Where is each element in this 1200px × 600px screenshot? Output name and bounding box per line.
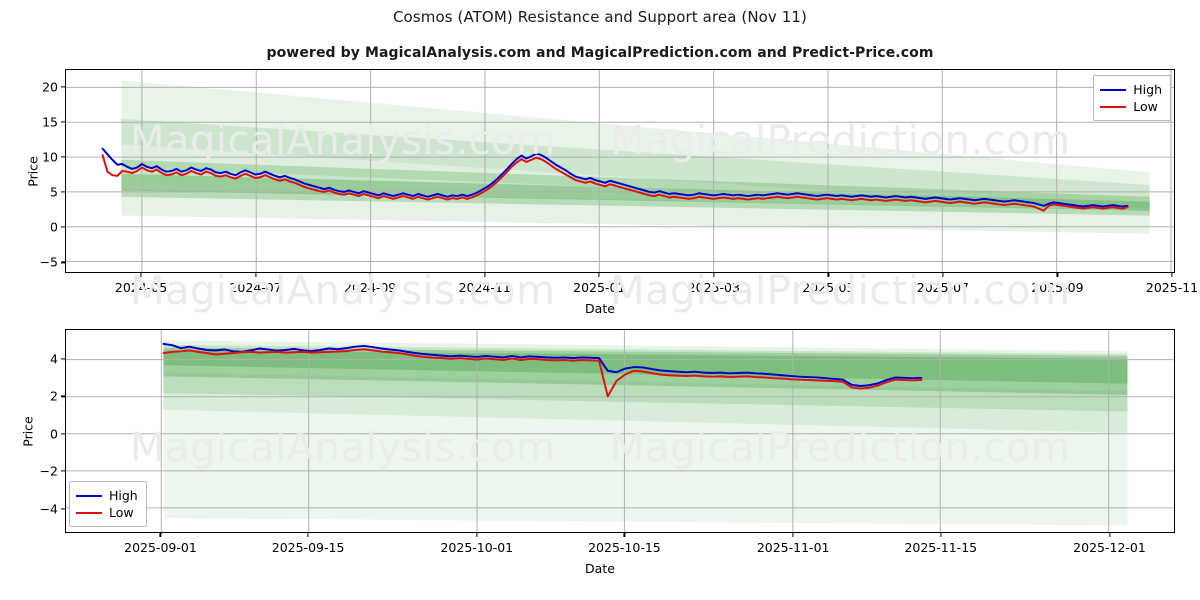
top-x-axis-label: Date xyxy=(585,301,615,316)
x-tick-label: 2024-11 xyxy=(458,280,511,295)
y-tick-label: 5 xyxy=(50,184,58,200)
y-tick-mark xyxy=(61,508,65,510)
x-tick-label: 2025-07 xyxy=(916,280,970,295)
top-plot-clip xyxy=(66,70,1174,272)
series-line-high xyxy=(101,147,1129,208)
bottom-chart-canvas xyxy=(66,330,1174,532)
x-tick-mark xyxy=(159,533,162,537)
x-tick-label: 2025-09-15 xyxy=(271,540,345,555)
x-tick-mark xyxy=(476,533,478,537)
x-tick-mark xyxy=(792,533,794,537)
legend-label: High xyxy=(109,488,138,503)
gridlines xyxy=(66,330,1174,532)
y-tick-mark xyxy=(61,121,65,123)
x-tick-label: 2025-09 xyxy=(1031,280,1084,295)
x-tick-label: 2025-10-01 xyxy=(440,540,514,555)
series-line-high xyxy=(162,342,923,387)
legend-item-low[interactable]: Low xyxy=(76,504,138,521)
y-tick-label: 0 xyxy=(50,426,58,442)
top-chart-panel: −5 0 5 10 15 20 2024-05 2024-07 2024-09 2024-11 20… xyxy=(40,69,1198,295)
top-y-axis-label: Price xyxy=(25,156,41,187)
x-tick-mark xyxy=(1171,273,1173,277)
bottom-x-axis-label: Date xyxy=(585,561,615,576)
x-tick-mark xyxy=(484,273,486,277)
legend-item-high[interactable]: High xyxy=(76,487,138,504)
x-tick-label: 2024-07 xyxy=(229,280,282,295)
y-tick-label: 4 xyxy=(50,351,58,367)
legend-swatch-low xyxy=(1100,105,1127,108)
y-tick-mark xyxy=(61,85,65,88)
legend-swatch-high xyxy=(1100,88,1127,91)
y-tick-label: 2 xyxy=(50,388,58,404)
resistance-support-band-outer-resistance xyxy=(163,340,1128,433)
legend-swatch-high xyxy=(76,494,102,497)
y-tick-mark xyxy=(61,261,65,264)
x-tick-label: 2024-05 xyxy=(114,280,168,295)
x-tick-label: 2024-09 xyxy=(344,280,397,295)
x-tick-mark xyxy=(1108,533,1111,537)
y-tick-label: 10 xyxy=(42,149,58,165)
x-tick-label: 2025-10-15 xyxy=(588,540,661,555)
y-tick-mark xyxy=(61,395,65,397)
resistance-support-band-lower-support xyxy=(121,189,1150,234)
y-tick-mark xyxy=(61,226,65,228)
series-line-low xyxy=(162,348,923,398)
gridlines xyxy=(66,70,1174,272)
resistance-support-band-mid-resistance xyxy=(163,344,1128,412)
y-tick-label: −2 xyxy=(39,463,58,479)
resistance-support-band-lower-support xyxy=(163,372,1128,526)
top-plot-area xyxy=(65,69,1175,273)
bottom-y-axis-label: Price xyxy=(20,416,36,447)
y-tick-mark xyxy=(61,433,65,435)
x-tick-mark xyxy=(713,273,715,277)
y-tick-label: 20 xyxy=(42,79,58,95)
y-tick-mark xyxy=(61,156,65,158)
resistance-support-band-outer-resistance xyxy=(121,80,1150,212)
x-tick-label: 2025-05 xyxy=(802,280,855,295)
series-line-low xyxy=(101,153,1129,212)
y-tick-label: −4 xyxy=(39,501,58,517)
x-tick-mark xyxy=(254,273,257,277)
y-tick-mark xyxy=(61,191,65,193)
x-tick-label: 2025-09-01 xyxy=(124,540,197,555)
x-tick-label: 2025-03 xyxy=(687,280,740,295)
x-tick-mark xyxy=(307,533,309,537)
legend-label: Low xyxy=(109,505,134,520)
x-tick-label: 2025-12-01 xyxy=(1073,540,1146,555)
legend-item-high[interactable]: High xyxy=(1100,81,1162,98)
bottom-legend[interactable]: High Low xyxy=(69,481,147,527)
x-tick-label: 2025-11 xyxy=(1145,280,1199,295)
page-title: Cosmos (ATOM) Resistance and Support are… xyxy=(392,8,808,26)
y-tick-label: 0 xyxy=(50,219,58,235)
y-tick-mark xyxy=(61,470,65,472)
x-tick-mark xyxy=(827,273,829,277)
y-tick-label: 15 xyxy=(42,114,58,130)
legend-item-low[interactable]: Low xyxy=(1100,98,1162,115)
x-tick-mark xyxy=(942,273,944,277)
page-subtitle: powered by MagicalAnalysis.com and Magic… xyxy=(266,45,934,61)
x-tick-label: 2025-01 xyxy=(573,280,626,295)
y-tick-mark xyxy=(61,358,65,360)
legend-swatch-low xyxy=(76,511,102,514)
bottom-plot-area xyxy=(65,329,1175,533)
y-tick-label: −5 xyxy=(39,254,58,270)
bottom-plot-clip xyxy=(66,330,1174,532)
x-tick-mark xyxy=(623,533,626,537)
x-tick-label: 2025-11-15 xyxy=(904,540,978,555)
bottom-chart-panel: −4 −2 0 2 4 2025-09-01 2025-09-15 2025-10-01 202… xyxy=(40,329,1175,555)
x-tick-mark xyxy=(1056,273,1059,277)
x-tick-mark xyxy=(940,533,942,537)
top-chart-canvas xyxy=(66,70,1174,272)
legend-label: Low xyxy=(1133,99,1158,114)
x-tick-mark xyxy=(140,273,142,277)
x-tick-label: 2025-11-01 xyxy=(756,540,830,555)
x-tick-mark xyxy=(598,273,600,277)
top-legend[interactable]: High Low xyxy=(1093,75,1171,121)
legend-label: High xyxy=(1133,82,1162,97)
resistance-support-band-mid-resistance xyxy=(121,118,1150,209)
x-tick-mark xyxy=(369,273,371,277)
